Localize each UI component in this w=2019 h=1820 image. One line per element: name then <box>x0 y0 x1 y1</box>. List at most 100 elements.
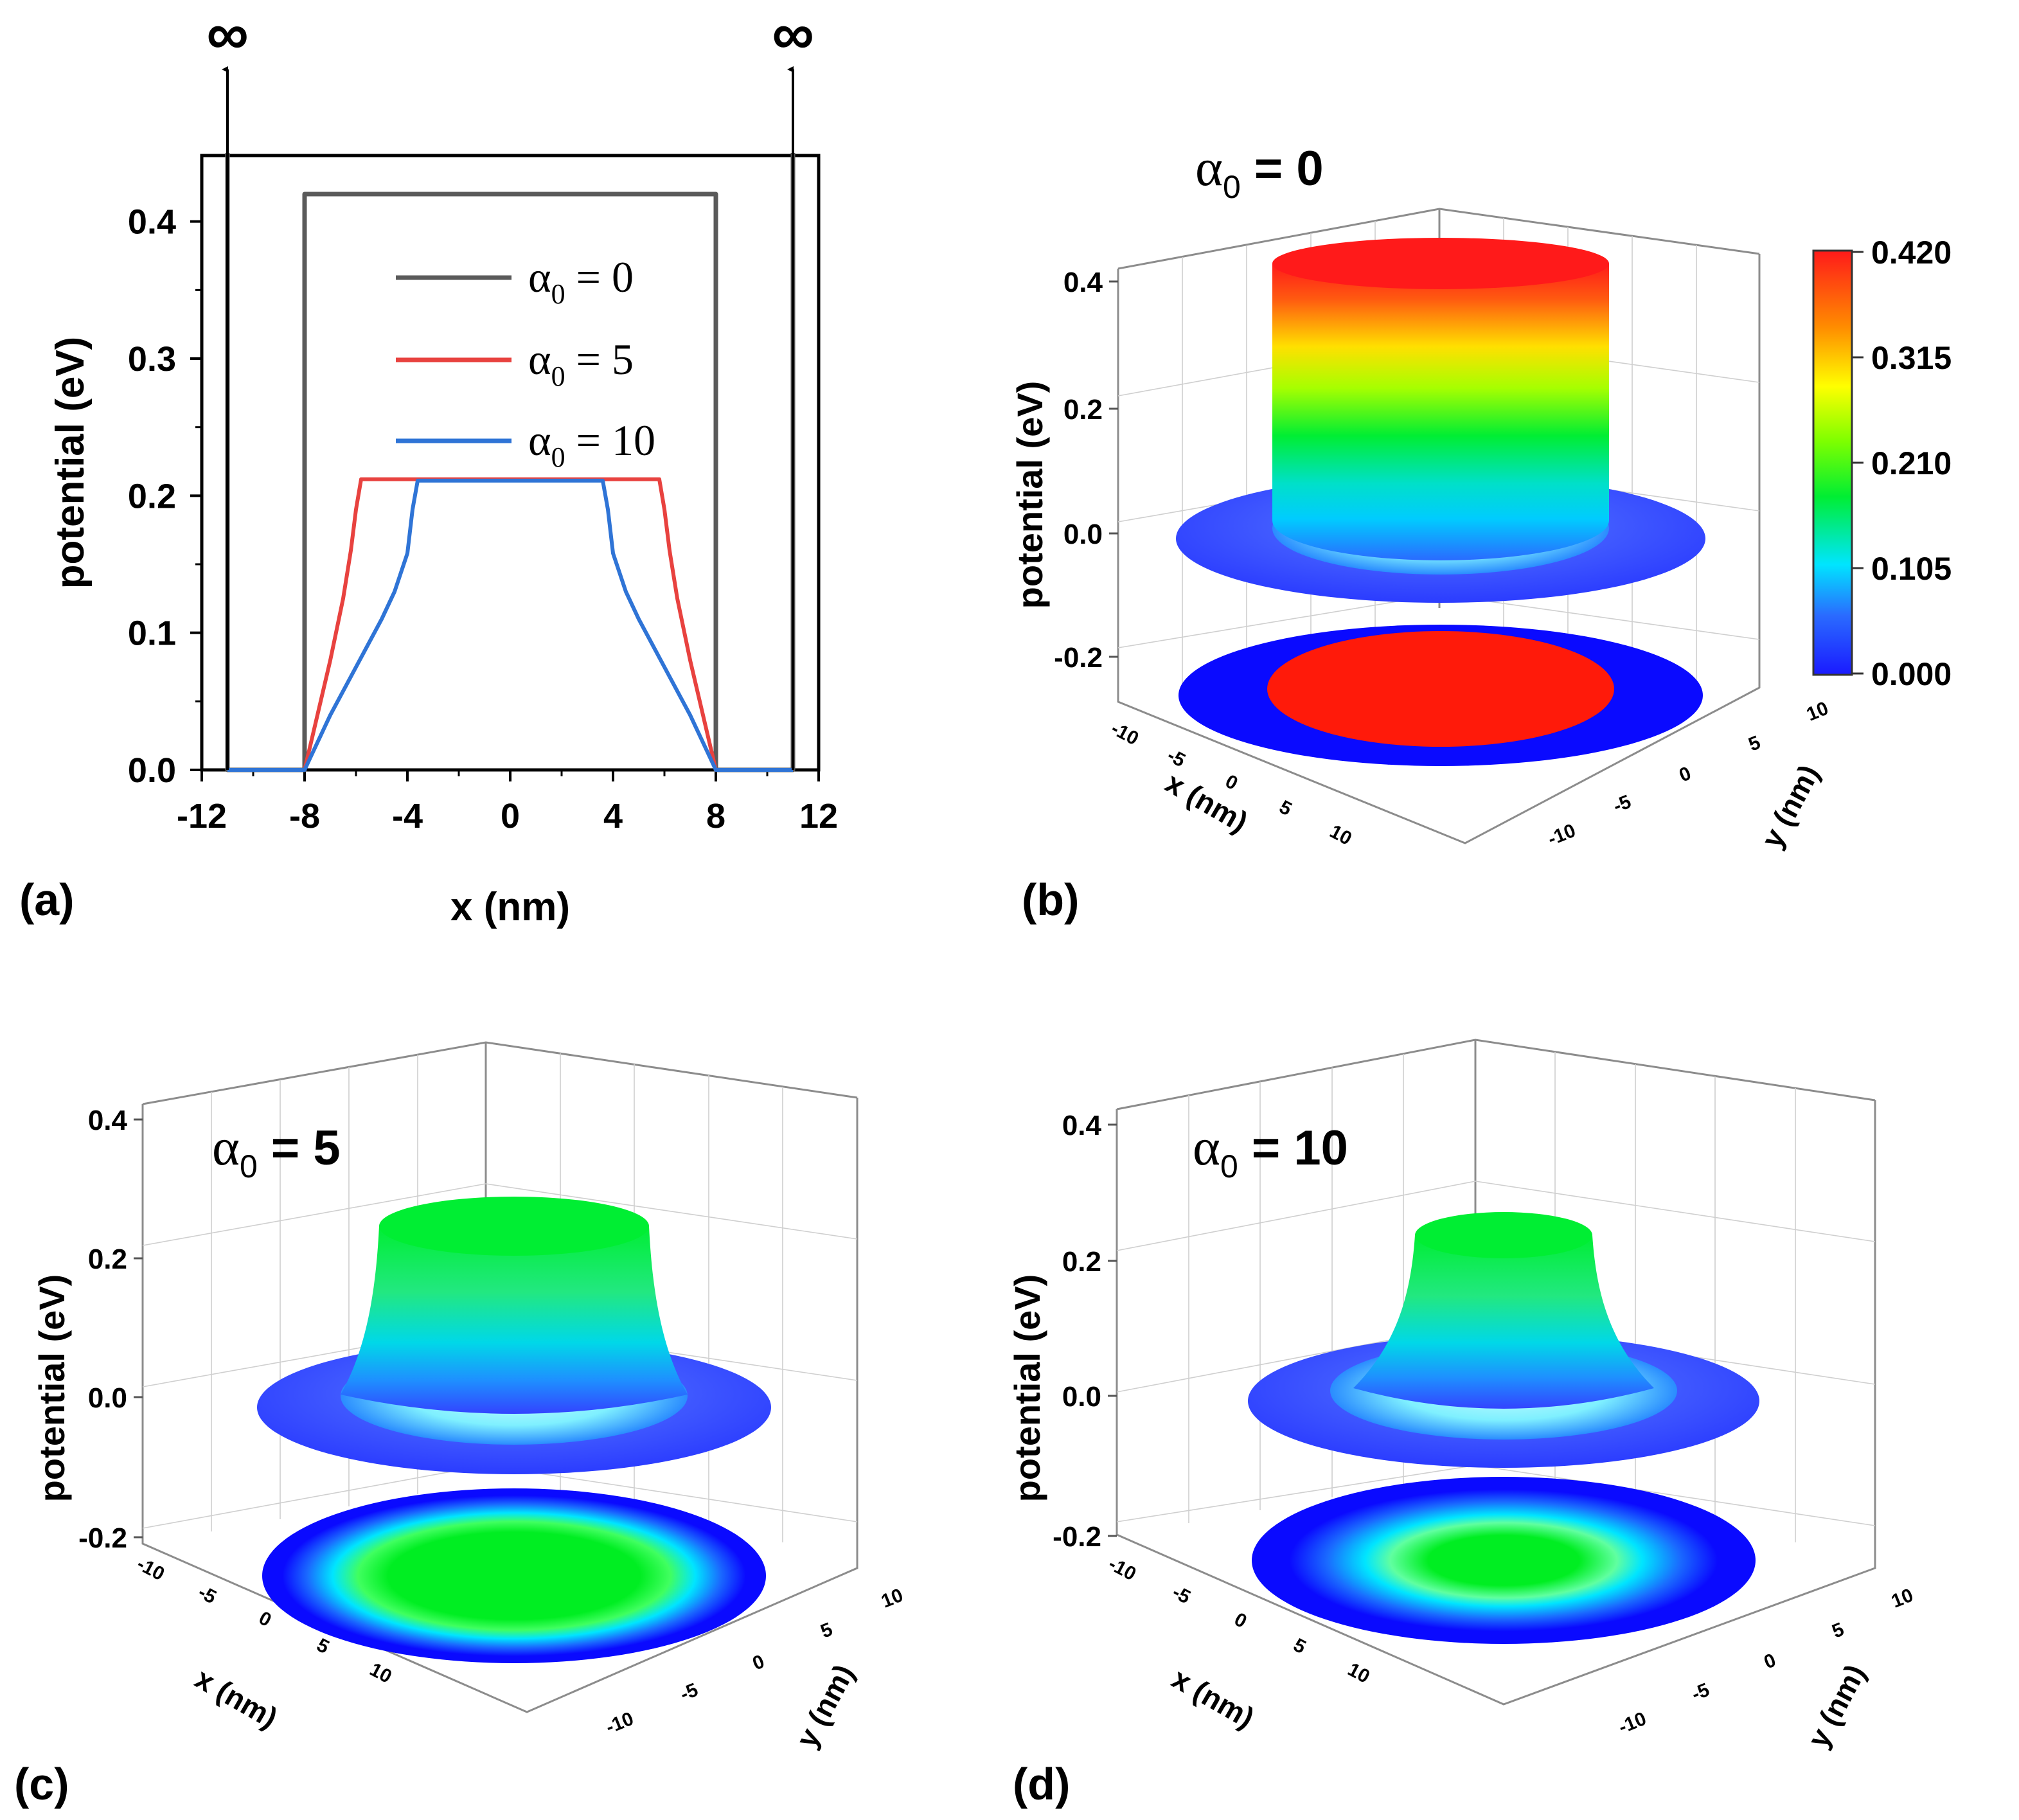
y-axis-label: y (nm) <box>1801 1659 1872 1753</box>
x-tick-label: -10 <box>134 1553 168 1585</box>
series-line-1 <box>227 477 793 772</box>
y-tick-label: 0.3 <box>128 340 176 379</box>
x-tick-label: 10 <box>366 1659 395 1688</box>
panel-c-surface: 0.40.20.0-0.2-10-505101050-5-10potential… <box>14 1041 906 1809</box>
y-tick-label: 5 <box>818 1619 836 1643</box>
alpha-label: α0 = 5 <box>212 1118 341 1184</box>
y-tick-label: 0.0 <box>128 751 176 790</box>
y-tick-label: -5 <box>1689 1679 1712 1706</box>
infinity-label: ∞ <box>206 1 249 67</box>
alpha-label-text: α0 = 0 <box>1195 138 1324 205</box>
z-tick-label: 0.2 <box>1062 1246 1101 1278</box>
x-tick-label: 5 <box>313 1634 332 1658</box>
z-tick-label: 0.2 <box>88 1244 127 1275</box>
panel-b-surface: 0.40.20.0-0.2-10-505101050-5-10potential… <box>1010 138 1952 925</box>
surface-flank <box>1353 1235 1654 1409</box>
surface-flank <box>341 1226 688 1414</box>
x-tick-label: 5 <box>1276 796 1295 820</box>
y-tick-label: -10 <box>1545 820 1579 850</box>
y-tick-label: -5 <box>677 1679 701 1706</box>
y-tick-label: 0 <box>1761 1650 1779 1673</box>
x-tick-label: 0 <box>255 1607 274 1631</box>
y-tick-label: 0 <box>1677 763 1694 787</box>
alpha-label-text: α0 = 10 <box>1193 1118 1348 1184</box>
x-axis-label: x (nm) <box>1166 1661 1260 1735</box>
series-line-0 <box>225 153 796 772</box>
z-axis-label: potential (eV) <box>31 1274 72 1503</box>
plot-frame <box>200 154 821 772</box>
colorbar-tick-label: 0.210 <box>1871 445 1952 481</box>
x-tick-label: -8 <box>289 797 320 835</box>
y-tick-label: 5 <box>1746 732 1764 756</box>
alpha-label: α0 = 10 <box>1193 1118 1348 1184</box>
z-tick-label: 0.2 <box>1063 394 1103 425</box>
x-tick-label: 5 <box>1290 1634 1309 1658</box>
surface-top-cap <box>1415 1212 1592 1258</box>
legend-entry-2: α0 = 10 <box>528 416 655 473</box>
panel-label-a: (a) <box>19 875 75 925</box>
x-tick-label: -10 <box>1108 718 1143 749</box>
z-tick-label: -0.2 <box>1054 642 1103 674</box>
panel-label-d: (d) <box>1013 1759 1070 1809</box>
alpha-label: α0 = 0 <box>1195 138 1324 205</box>
x-tick-label: 8 <box>706 797 725 835</box>
z-axis-label: potential (eV) <box>1007 1274 1047 1503</box>
series-line-2 <box>227 478 793 772</box>
z-tick-label: 0.0 <box>1062 1381 1101 1413</box>
y-axis-label: y (nm) <box>1755 759 1826 853</box>
colorbar-tick-label: 0.420 <box>1871 235 1952 271</box>
legend-entry-0: α0 = 0 <box>528 253 634 310</box>
x-tick-label: 0 <box>1231 1609 1250 1632</box>
x-tick-label: 12 <box>799 797 838 835</box>
x-axis-label: x (nm) <box>450 885 570 929</box>
z-tick-label: -0.2 <box>1053 1521 1101 1553</box>
panel-label-b: (b) <box>1022 875 1079 925</box>
y-tick-label: 0 <box>750 1651 768 1675</box>
x-tick-label: 10 <box>1344 1659 1373 1688</box>
x-tick-label: 10 <box>1326 821 1355 850</box>
y-tick-label: 10 <box>878 1585 906 1612</box>
projection-inner-disk <box>1267 631 1614 747</box>
colorbar-tick-label: 0.000 <box>1871 656 1952 692</box>
colorbar-tick-label: 0.315 <box>1871 340 1952 376</box>
z-tick-label: -0.2 <box>78 1522 127 1554</box>
alpha-label-text: α0 = 5 <box>212 1118 341 1184</box>
infinity-label: ∞ <box>772 1 814 67</box>
x-tick-label: -5 <box>1169 1582 1194 1609</box>
panel-d-surface: 0.40.20.0-0.2-10-505101050-5-10potential… <box>1007 1039 1916 1809</box>
projection-disk <box>262 1488 766 1663</box>
y-axis-label: y (nm) <box>790 1659 861 1753</box>
x-tick-label: -4 <box>392 797 423 835</box>
x-tick-label: 0 <box>1222 771 1241 794</box>
projection-disk <box>1252 1477 1756 1644</box>
z-tick-label: 0.4 <box>1063 267 1103 298</box>
x-tick-label: 4 <box>603 797 623 835</box>
z-axis-label: potential (eV) <box>1010 381 1050 609</box>
z-tick-label: 0.4 <box>88 1105 128 1136</box>
surface-top-cap <box>379 1197 649 1256</box>
y-tick-label: -5 <box>1610 791 1634 817</box>
y-tick-label: -10 <box>603 1708 637 1738</box>
z-tick-label: 0.4 <box>1062 1110 1102 1141</box>
panel-a-line-chart: -12 -8 -4 0 4 8 12 0.0 0.1 0.2 0.3 0.4 ∞ ∞ α0 = 0 α0 … <box>19 1 838 929</box>
x-tick-label: -10 <box>1105 1553 1140 1585</box>
surface-top-cap <box>1272 238 1609 289</box>
y-tick-label: 5 <box>1829 1619 1847 1643</box>
x-tick-label: 0 <box>501 797 520 835</box>
y-axis-label: potential (eV) <box>48 337 93 589</box>
z-tick-label: 0.0 <box>1063 519 1103 550</box>
y-tick-label: 10 <box>1804 698 1831 726</box>
z-tick-label: 0.0 <box>88 1382 127 1414</box>
y-tick-label: 0.1 <box>128 614 176 653</box>
surface-cylinder <box>1272 263 1609 560</box>
y-tick-label: 0.4 <box>128 203 176 242</box>
y-tick-label: 0.2 <box>128 477 176 515</box>
x-tick-label: -12 <box>177 797 227 835</box>
colorbar <box>1812 249 1853 676</box>
colorbar-tick-label: 0.105 <box>1871 551 1952 587</box>
x-axis-label: x (nm) <box>190 1661 283 1735</box>
y-tick-label: 10 <box>1889 1585 1916 1612</box>
y-tick-label: -10 <box>1615 1708 1650 1738</box>
panel-label-c: (c) <box>14 1759 69 1809</box>
